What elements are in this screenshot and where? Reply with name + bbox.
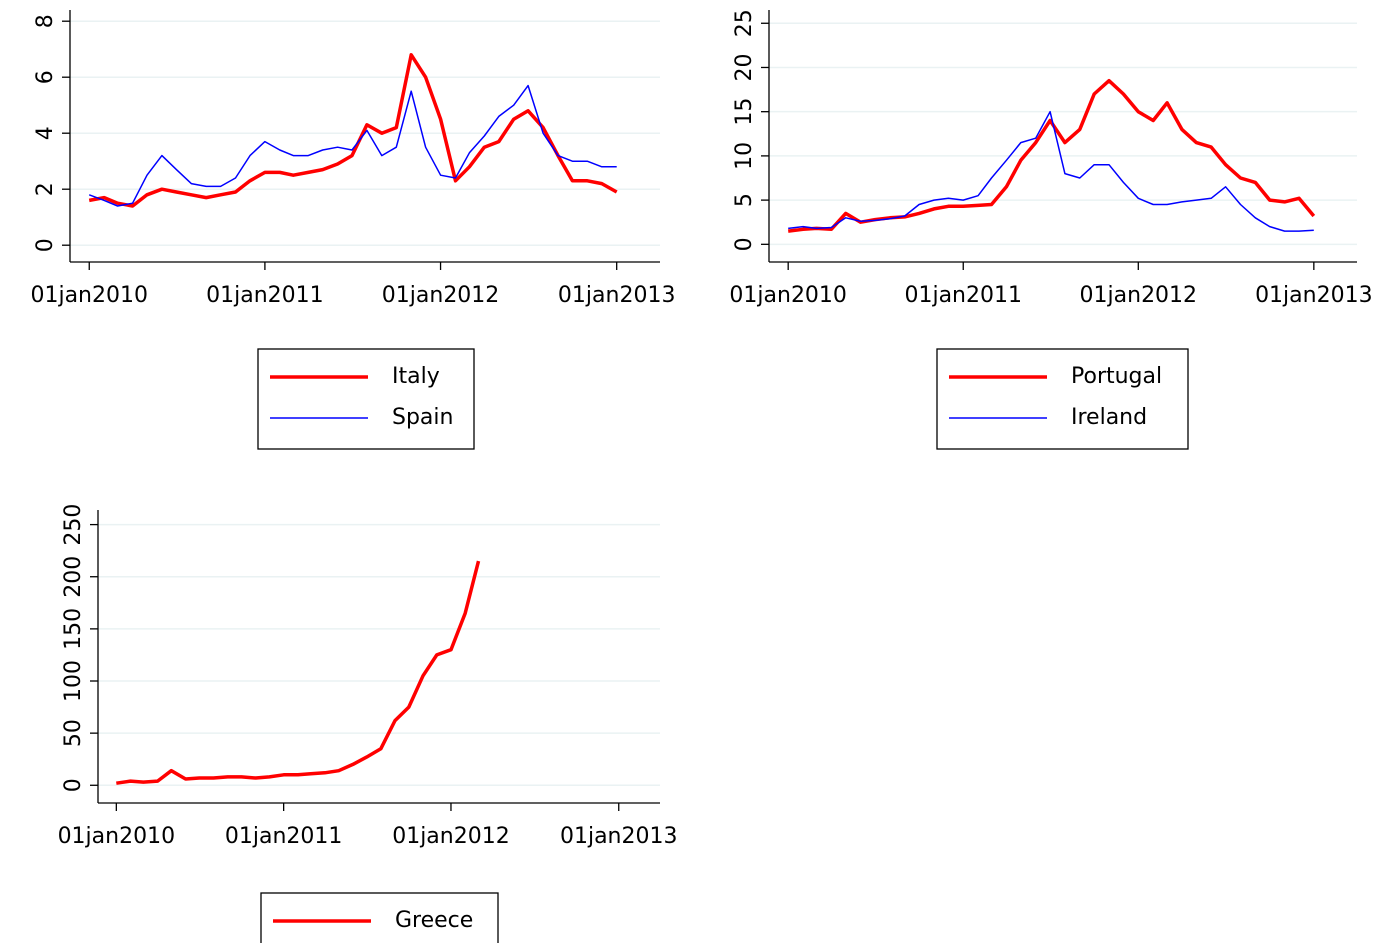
line-series	[788, 110, 1314, 232]
y-tick-label: 15	[732, 98, 757, 126]
legend-frame	[936, 348, 1189, 450]
y-tick-label: 8	[33, 14, 58, 28]
legend-label: Spain	[392, 405, 453, 430]
legend-frame	[260, 892, 499, 943]
x-tick-label: 01jan2013	[1255, 283, 1373, 308]
panel: 0 2 4 6 8 01jan2010 01jan2011 01jan2012 01jan201…	[30, 10, 676, 450]
legend-frame	[257, 348, 475, 450]
x-tick-label: 01jan2011	[206, 283, 324, 308]
legend-label: Portugal	[1071, 364, 1162, 389]
x-tick-label: 01jan2012	[382, 283, 500, 308]
x-tick-label: 01jan2010	[58, 824, 176, 849]
x-tick-label: 01jan2011	[904, 283, 1022, 308]
legend-label: Greece	[395, 908, 473, 933]
y-tick-label: 25	[732, 9, 757, 37]
x-tick-label: 01jan2013	[560, 824, 678, 849]
legend-label: Italy	[392, 364, 440, 389]
y-tick-label: 0	[732, 237, 757, 251]
y-tick-label: 2	[33, 182, 58, 196]
y-tick-label: 0	[33, 238, 58, 252]
y-tick-label: 4	[33, 126, 58, 140]
y-tick-label: 10	[732, 142, 757, 170]
y-tick-label: 50	[61, 719, 86, 747]
x-tick-label: 01jan2010	[729, 283, 847, 308]
y-tick-label: 150	[61, 608, 86, 650]
line-series	[88, 53, 618, 208]
x-tick-label: 01jan2012	[1080, 283, 1198, 308]
y-tick-label: 100	[61, 660, 86, 702]
y-tick-label: 200	[61, 556, 86, 598]
y-tick-label: 250	[61, 504, 86, 546]
x-tick-label: 01jan2011	[225, 824, 343, 849]
x-tick-label: 01jan2010	[30, 283, 148, 308]
line-series	[116, 560, 481, 785]
y-tick-label: 20	[732, 53, 757, 81]
line-series	[88, 84, 617, 207]
panel: 0 50 100 150 200 250 01jan2010 01jan2011 01jan20…	[58, 504, 678, 943]
y-tick-label: 5	[732, 193, 757, 207]
legend-label: Ireland	[1071, 405, 1147, 430]
y-tick-label: 6	[33, 70, 58, 84]
panel: 0 5 10 15 20 25 01jan2010 01jan2011 01jan2012 01j…	[729, 9, 1373, 450]
y-tick-label: 0	[61, 778, 86, 792]
line-series	[787, 78, 1316, 233]
x-tick-label: 01jan2012	[392, 824, 510, 849]
x-tick-label: 01jan2013	[558, 283, 676, 308]
